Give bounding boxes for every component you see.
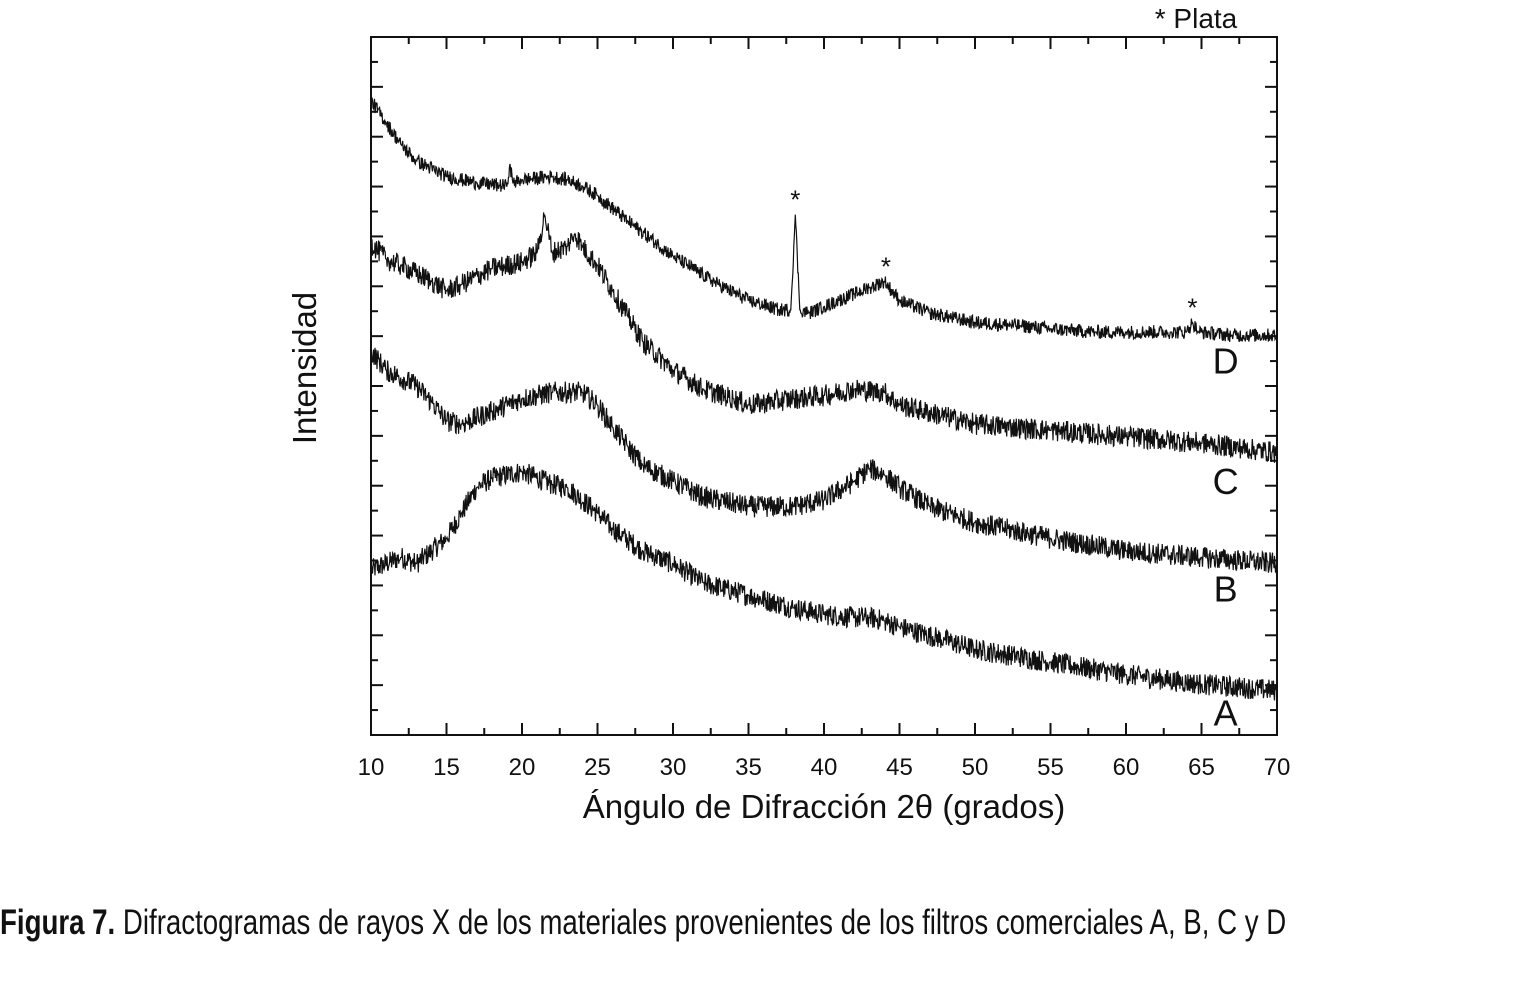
xrd-chart: 10 15 20 25 30 35 40 45 50 55 60 65 70 D C B A * * * Ángu…: [286, 3, 1291, 825]
x-tick-label: 60: [1113, 754, 1140, 781]
x-tick-label: 35: [735, 754, 762, 781]
series-line-C: [370, 212, 1278, 463]
x-tick-label: 10: [358, 754, 385, 781]
legend-note: * Plata: [1155, 3, 1238, 34]
caption-label: Figura 7.: [0, 903, 116, 942]
series-label-D: D: [1213, 340, 1239, 381]
series-label-A: A: [1214, 692, 1238, 733]
x-axis-ticks: 10 15 20 25 30 35 40 45 50 55 60 65 70: [358, 37, 1291, 781]
x-tick-label: 45: [886, 754, 913, 781]
series-label-C: C: [1213, 461, 1239, 502]
series-lines: [370, 97, 1278, 701]
peak-marker: *: [790, 185, 800, 215]
x-tick-label: 30: [660, 754, 687, 781]
x-tick-label: 25: [584, 754, 611, 781]
y-axis-ticks: [371, 60, 1277, 712]
series-label-B: B: [1214, 569, 1238, 610]
x-tick-label: 70: [1264, 754, 1291, 781]
series-line-B: [370, 347, 1278, 574]
x-tick-label: 65: [1188, 754, 1215, 781]
peak-markers: * * *: [790, 185, 1197, 323]
x-tick-label: 55: [1037, 754, 1064, 781]
plot-frame: [370, 36, 1278, 736]
peak-marker: *: [881, 251, 891, 281]
x-tick-label: 20: [509, 754, 536, 781]
x-axis-title: Ángulo de Difracción 2θ (grados): [583, 788, 1065, 825]
x-tick-label: 15: [433, 754, 460, 781]
series-labels: D C B A: [1213, 340, 1239, 733]
x-tick-label: 50: [962, 754, 989, 781]
caption-text: Difractogramas de rayos X de los materia…: [115, 903, 1287, 942]
series-line-D: [370, 97, 1278, 343]
y-axis-title: Intensidad: [286, 292, 323, 444]
x-tick-label: 40: [811, 754, 838, 781]
figure-caption: Figura 7. Difractogramas de rayos X de l…: [0, 902, 1530, 944]
peak-marker: *: [1187, 293, 1197, 323]
series-line-A: [370, 463, 1278, 701]
